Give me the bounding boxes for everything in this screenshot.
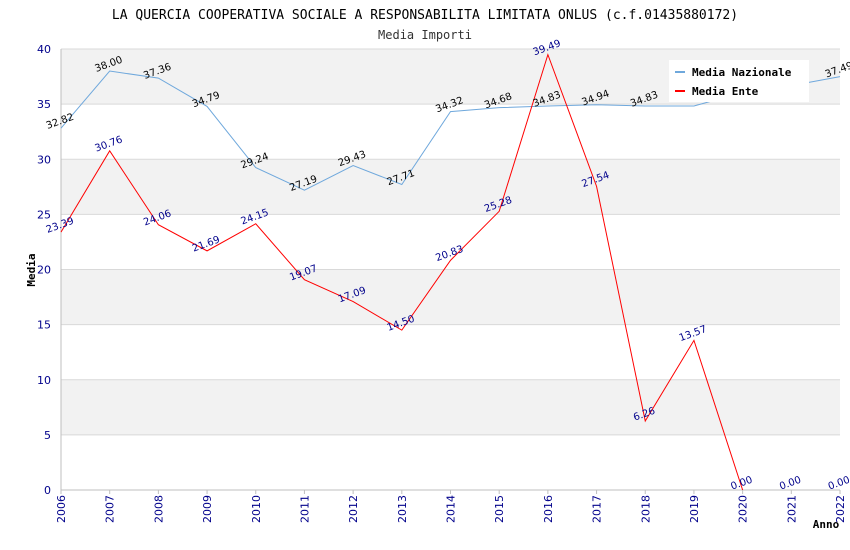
grid-band: [61, 379, 840, 435]
y-tick-label: 15: [37, 319, 51, 332]
x-tick-label: 2012: [347, 495, 360, 523]
y-tick-labels: 0 5 10 15 20 25 30 35 40: [37, 43, 51, 497]
x-tick-label: 2010: [250, 495, 263, 523]
x-tick-label: 2006: [55, 495, 68, 523]
legend-box: [669, 60, 809, 102]
x-tick-label: 2015: [493, 495, 506, 523]
y-tick-label: 20: [37, 264, 51, 277]
y-tick-label: 35: [37, 98, 51, 111]
y-tick-label: 10: [37, 374, 51, 387]
x-tick-label: 2013: [396, 495, 409, 523]
y-tick-label: 0: [44, 484, 51, 497]
y-axis-label: Media: [25, 253, 38, 286]
x-tick-label: 2007: [104, 495, 117, 523]
x-axis-label: Anno: [813, 518, 840, 531]
x-tick-label: 2022: [834, 495, 847, 523]
x-tick-labels: 2006 2007 2008 2009 2010 2011 2012 2013 2014 2015…: [55, 495, 847, 523]
legend-entry: Media Ente: [692, 85, 759, 98]
x-tick-label: 2016: [542, 495, 555, 523]
legend: Media Nazionale Media Ente: [669, 60, 809, 102]
x-tick-label: 2020: [737, 495, 750, 523]
x-tick-label: 2011: [298, 495, 311, 523]
x-tick-label: 2019: [688, 495, 701, 523]
grid-band: [61, 159, 840, 215]
legend-entry: Media Nazionale: [692, 66, 792, 79]
data-label: 21.69: [191, 234, 222, 254]
grid-band: [61, 269, 840, 325]
x-tick-label: 2009: [201, 495, 214, 523]
x-tick-label: 2017: [591, 495, 604, 523]
axes: [60, 49, 841, 494]
y-tick-label: 40: [37, 43, 51, 56]
chart-title: LA QUERCIA COOPERATIVA SOCIALE A RESPONS…: [112, 8, 738, 23]
y-tick-label: 25: [37, 208, 51, 221]
series-line-1: [60, 53, 744, 491]
data-label: 32.82: [45, 112, 76, 132]
y-tick-label: 30: [37, 153, 51, 166]
x-tick-label: 2021: [785, 495, 798, 523]
x-tick-label: 2018: [639, 495, 652, 523]
y-tick-label: 5: [44, 429, 51, 442]
chart-subtitle: Media Importi: [378, 28, 472, 42]
gridlines: [61, 48, 840, 491]
x-tick-label: 2008: [152, 495, 165, 523]
x-tick-label: 2014: [445, 495, 458, 523]
